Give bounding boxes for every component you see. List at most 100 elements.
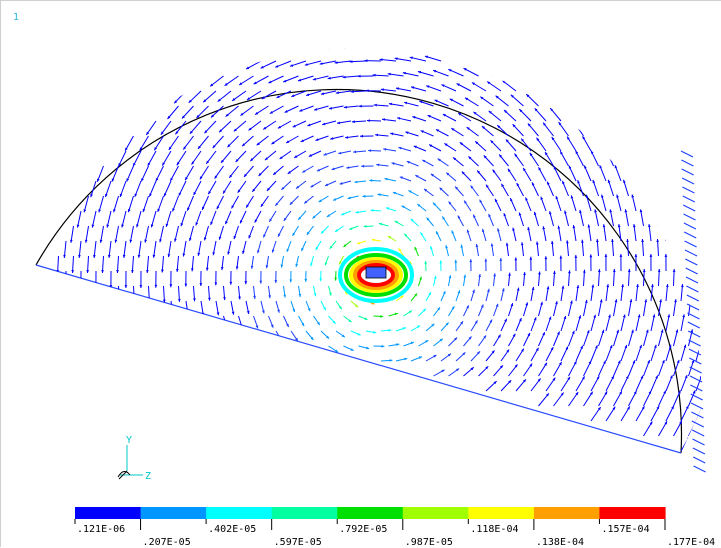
vector-arrowhead xyxy=(673,269,676,272)
legend-color-band xyxy=(272,507,338,519)
vector-arrow xyxy=(673,239,674,256)
vector-arrowhead xyxy=(161,270,164,273)
vector-arrowhead xyxy=(282,49,285,52)
vector-arrowhead xyxy=(596,239,599,242)
vector-arrow xyxy=(149,286,150,303)
vector-arrow xyxy=(686,277,698,283)
vector-arrowhead xyxy=(479,67,482,70)
vector-arrowhead xyxy=(120,194,123,197)
vector-arrowhead xyxy=(556,196,559,199)
vector-arrowhead xyxy=(361,165,364,168)
vector-arrowhead xyxy=(325,262,328,265)
legend-color-band xyxy=(75,507,141,519)
vector-arrowhead xyxy=(545,256,548,259)
vector-arrowhead xyxy=(143,209,146,212)
vector-arrowhead xyxy=(530,257,533,260)
vector-arrowhead xyxy=(602,330,605,333)
vector-arrow xyxy=(656,209,659,226)
vector-arrowhead xyxy=(208,298,211,301)
vector-arrowhead xyxy=(590,122,593,125)
vector-arrowhead xyxy=(702,436,705,439)
vector-arrowhead xyxy=(417,41,420,44)
vector-arrow xyxy=(134,286,135,303)
vector-arrowhead xyxy=(658,269,661,272)
vector-arrow xyxy=(681,436,690,451)
vector-arrow xyxy=(542,94,554,106)
vector-arrowhead xyxy=(677,360,680,363)
vector-arrowhead xyxy=(590,254,593,257)
vector-arrow xyxy=(686,268,698,274)
vector-arrowhead xyxy=(185,284,188,287)
vector-arrowhead xyxy=(662,360,665,363)
vector-arrow xyxy=(689,349,701,355)
vector-arrowhead xyxy=(606,151,609,154)
vector-arrow xyxy=(681,151,693,157)
vector-arrow xyxy=(687,304,699,310)
legend-label-bottom: .597E-05 xyxy=(274,537,322,548)
vector-arrowhead xyxy=(613,269,616,272)
legend-color-band xyxy=(206,507,272,519)
vector-arrow xyxy=(417,42,434,46)
vector-arrowhead xyxy=(65,285,68,288)
vector-arrow xyxy=(679,224,681,241)
legend-label-top: .157E-04 xyxy=(601,524,649,535)
vector-arrow xyxy=(581,107,591,121)
vector-arrow xyxy=(685,241,697,247)
vector-arrowhead xyxy=(358,75,361,78)
vector-arrowhead xyxy=(171,314,174,317)
vector-arrowhead xyxy=(700,375,703,378)
vector-arrowhead xyxy=(623,180,626,183)
vector-arrowhead xyxy=(362,195,365,198)
vector-arrowhead xyxy=(146,270,149,273)
vector-arrowhead xyxy=(598,136,601,139)
vector-arrowhead xyxy=(148,300,151,303)
vector-arrow xyxy=(681,160,693,166)
vector-arrowhead xyxy=(638,180,641,183)
vector-arrowhead xyxy=(419,277,422,280)
vector-arrow xyxy=(689,340,701,346)
vector-arrowhead xyxy=(655,209,658,212)
vector-arrowhead xyxy=(484,259,487,262)
vector-arrowhead xyxy=(319,278,322,281)
vector-arrow xyxy=(282,46,298,52)
vector-arrowhead xyxy=(289,280,292,283)
vector-arrowhead xyxy=(366,89,369,92)
vector-arrowhead xyxy=(549,317,552,320)
vector-arrow xyxy=(704,360,709,376)
vector-arrowhead xyxy=(196,222,199,225)
vector-arrowhead xyxy=(90,194,93,197)
vector-arrow xyxy=(682,187,694,193)
vector-arrowhead xyxy=(511,303,514,306)
vector-arrow xyxy=(711,345,715,361)
vector-arrowhead xyxy=(223,297,226,300)
vector-arrow xyxy=(518,80,531,91)
vector-arrowhead xyxy=(709,421,712,424)
vector-arrowhead xyxy=(714,375,717,378)
triad-y-label: Y xyxy=(126,435,132,446)
vector-arrowhead xyxy=(232,67,235,70)
vector-arrow xyxy=(639,180,644,196)
vector-arrow xyxy=(598,136,606,151)
vector-arrow xyxy=(690,367,702,373)
vector-arrowhead xyxy=(424,261,427,264)
vector-arrowhead xyxy=(708,390,711,393)
vector-arrowhead xyxy=(292,309,295,312)
vector-arrow xyxy=(687,295,699,301)
vector-arrowhead xyxy=(316,138,319,141)
vector-arrowhead xyxy=(402,42,405,45)
vector-arrowhead xyxy=(375,134,378,137)
vector-arrowhead xyxy=(635,254,638,257)
vector-arrowhead xyxy=(327,47,330,50)
vector-arrowhead xyxy=(630,165,633,168)
vector-arrow xyxy=(510,66,524,76)
legend-label-bottom: .177E-04 xyxy=(667,537,715,548)
vector-arrowhead xyxy=(581,240,584,243)
vector-arrowhead xyxy=(542,94,545,97)
vector-arrowhead xyxy=(131,270,134,273)
vector-arrow xyxy=(684,223,696,229)
vector-arrowhead xyxy=(240,326,243,329)
vector-arrowhead xyxy=(191,268,194,271)
vector-arrowhead xyxy=(622,150,625,153)
global-axis-triad: Y Z xyxy=(118,435,151,482)
